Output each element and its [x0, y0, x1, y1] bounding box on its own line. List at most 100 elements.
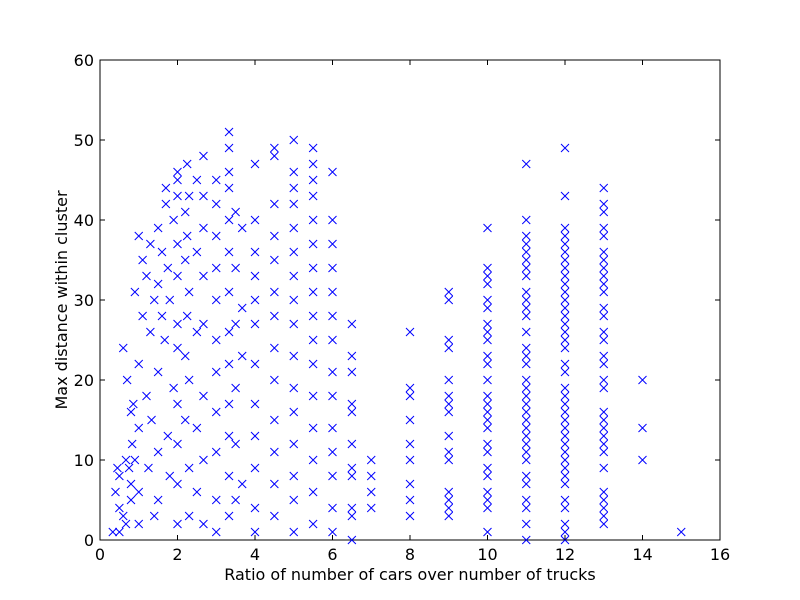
data-point	[483, 399, 492, 409]
data-point	[444, 487, 454, 497]
data-point	[599, 247, 609, 257]
data-point	[224, 127, 234, 137]
data-point	[560, 343, 570, 353]
data-point	[211, 407, 221, 417]
data-point	[161, 183, 171, 193]
data-point	[224, 183, 234, 193]
data-point	[121, 455, 131, 465]
data-point	[130, 455, 140, 465]
data-point	[483, 303, 492, 313]
data-point	[521, 311, 531, 321]
data-point	[599, 407, 609, 417]
data-point	[211, 335, 221, 345]
data-point	[180, 351, 190, 361]
x-tick-label: 14	[632, 545, 652, 564]
data-point	[328, 311, 337, 321]
data-point	[347, 503, 357, 513]
data-point	[192, 423, 202, 433]
data-point	[405, 391, 415, 401]
data-point	[405, 511, 415, 521]
data-point	[169, 383, 178, 393]
data-point	[180, 255, 190, 265]
data-point	[560, 399, 570, 409]
data-point	[599, 415, 609, 425]
data-point	[173, 439, 182, 449]
data-point	[328, 335, 337, 345]
data-point	[165, 295, 175, 305]
data-point	[224, 471, 234, 481]
data-point	[199, 191, 208, 201]
data-point	[270, 415, 279, 425]
data-point	[224, 247, 234, 257]
data-point	[560, 287, 570, 297]
data-point	[211, 199, 221, 209]
data-point	[250, 527, 260, 537]
data-point	[270, 447, 279, 457]
data-point	[308, 287, 318, 297]
data-point	[163, 263, 173, 273]
data-point	[483, 415, 492, 425]
data-point	[147, 415, 156, 425]
data-point	[270, 287, 279, 297]
data-point	[328, 503, 337, 513]
data-point	[405, 383, 415, 393]
data-point	[328, 167, 337, 177]
data-point	[173, 271, 182, 281]
data-point	[149, 511, 159, 521]
data-point	[521, 383, 531, 393]
data-point	[153, 279, 163, 289]
data-point	[444, 335, 454, 345]
y-tick-label: 50	[74, 131, 94, 150]
data-point	[289, 383, 299, 393]
data-point	[560, 255, 570, 265]
data-point	[108, 527, 118, 537]
y-tick-label: 20	[74, 371, 94, 390]
data-point	[199, 391, 208, 401]
data-point	[521, 215, 531, 225]
data-point	[483, 407, 492, 417]
data-point	[599, 207, 609, 217]
data-point	[270, 311, 279, 321]
data-point	[115, 527, 124, 537]
data-point	[599, 231, 609, 241]
data-point	[444, 375, 454, 385]
data-point	[444, 407, 454, 417]
data-point	[560, 191, 570, 201]
data-point	[521, 479, 531, 489]
data-point	[153, 447, 163, 457]
data-point	[134, 359, 144, 369]
data-point	[560, 519, 570, 529]
data-point	[444, 511, 454, 521]
data-point	[224, 287, 234, 297]
data-point	[161, 199, 171, 209]
data-point	[199, 151, 208, 161]
data-point	[130, 287, 140, 297]
data-point	[173, 175, 182, 185]
data-point	[560, 455, 570, 465]
data-point	[560, 239, 570, 249]
data-point	[444, 495, 454, 505]
data-point	[521, 343, 531, 353]
data-point	[560, 503, 570, 513]
data-point	[599, 199, 609, 209]
data-point	[560, 367, 570, 377]
data-point	[199, 271, 208, 281]
data-point	[149, 295, 159, 305]
data-point	[599, 359, 609, 369]
data-point	[138, 311, 147, 321]
data-point	[405, 479, 415, 489]
data-point	[560, 223, 570, 233]
x-tick-label: 10	[477, 545, 497, 564]
data-point	[157, 247, 167, 257]
data-point	[328, 423, 337, 433]
data-point	[599, 519, 609, 529]
data-point	[270, 479, 279, 489]
data-point	[184, 287, 194, 297]
data-point	[199, 455, 208, 465]
data-point	[560, 311, 570, 321]
data-point	[347, 511, 357, 521]
data-point	[521, 271, 531, 281]
y-tick-label: 60	[74, 51, 94, 70]
data-point	[173, 479, 182, 489]
data-point	[250, 319, 260, 329]
